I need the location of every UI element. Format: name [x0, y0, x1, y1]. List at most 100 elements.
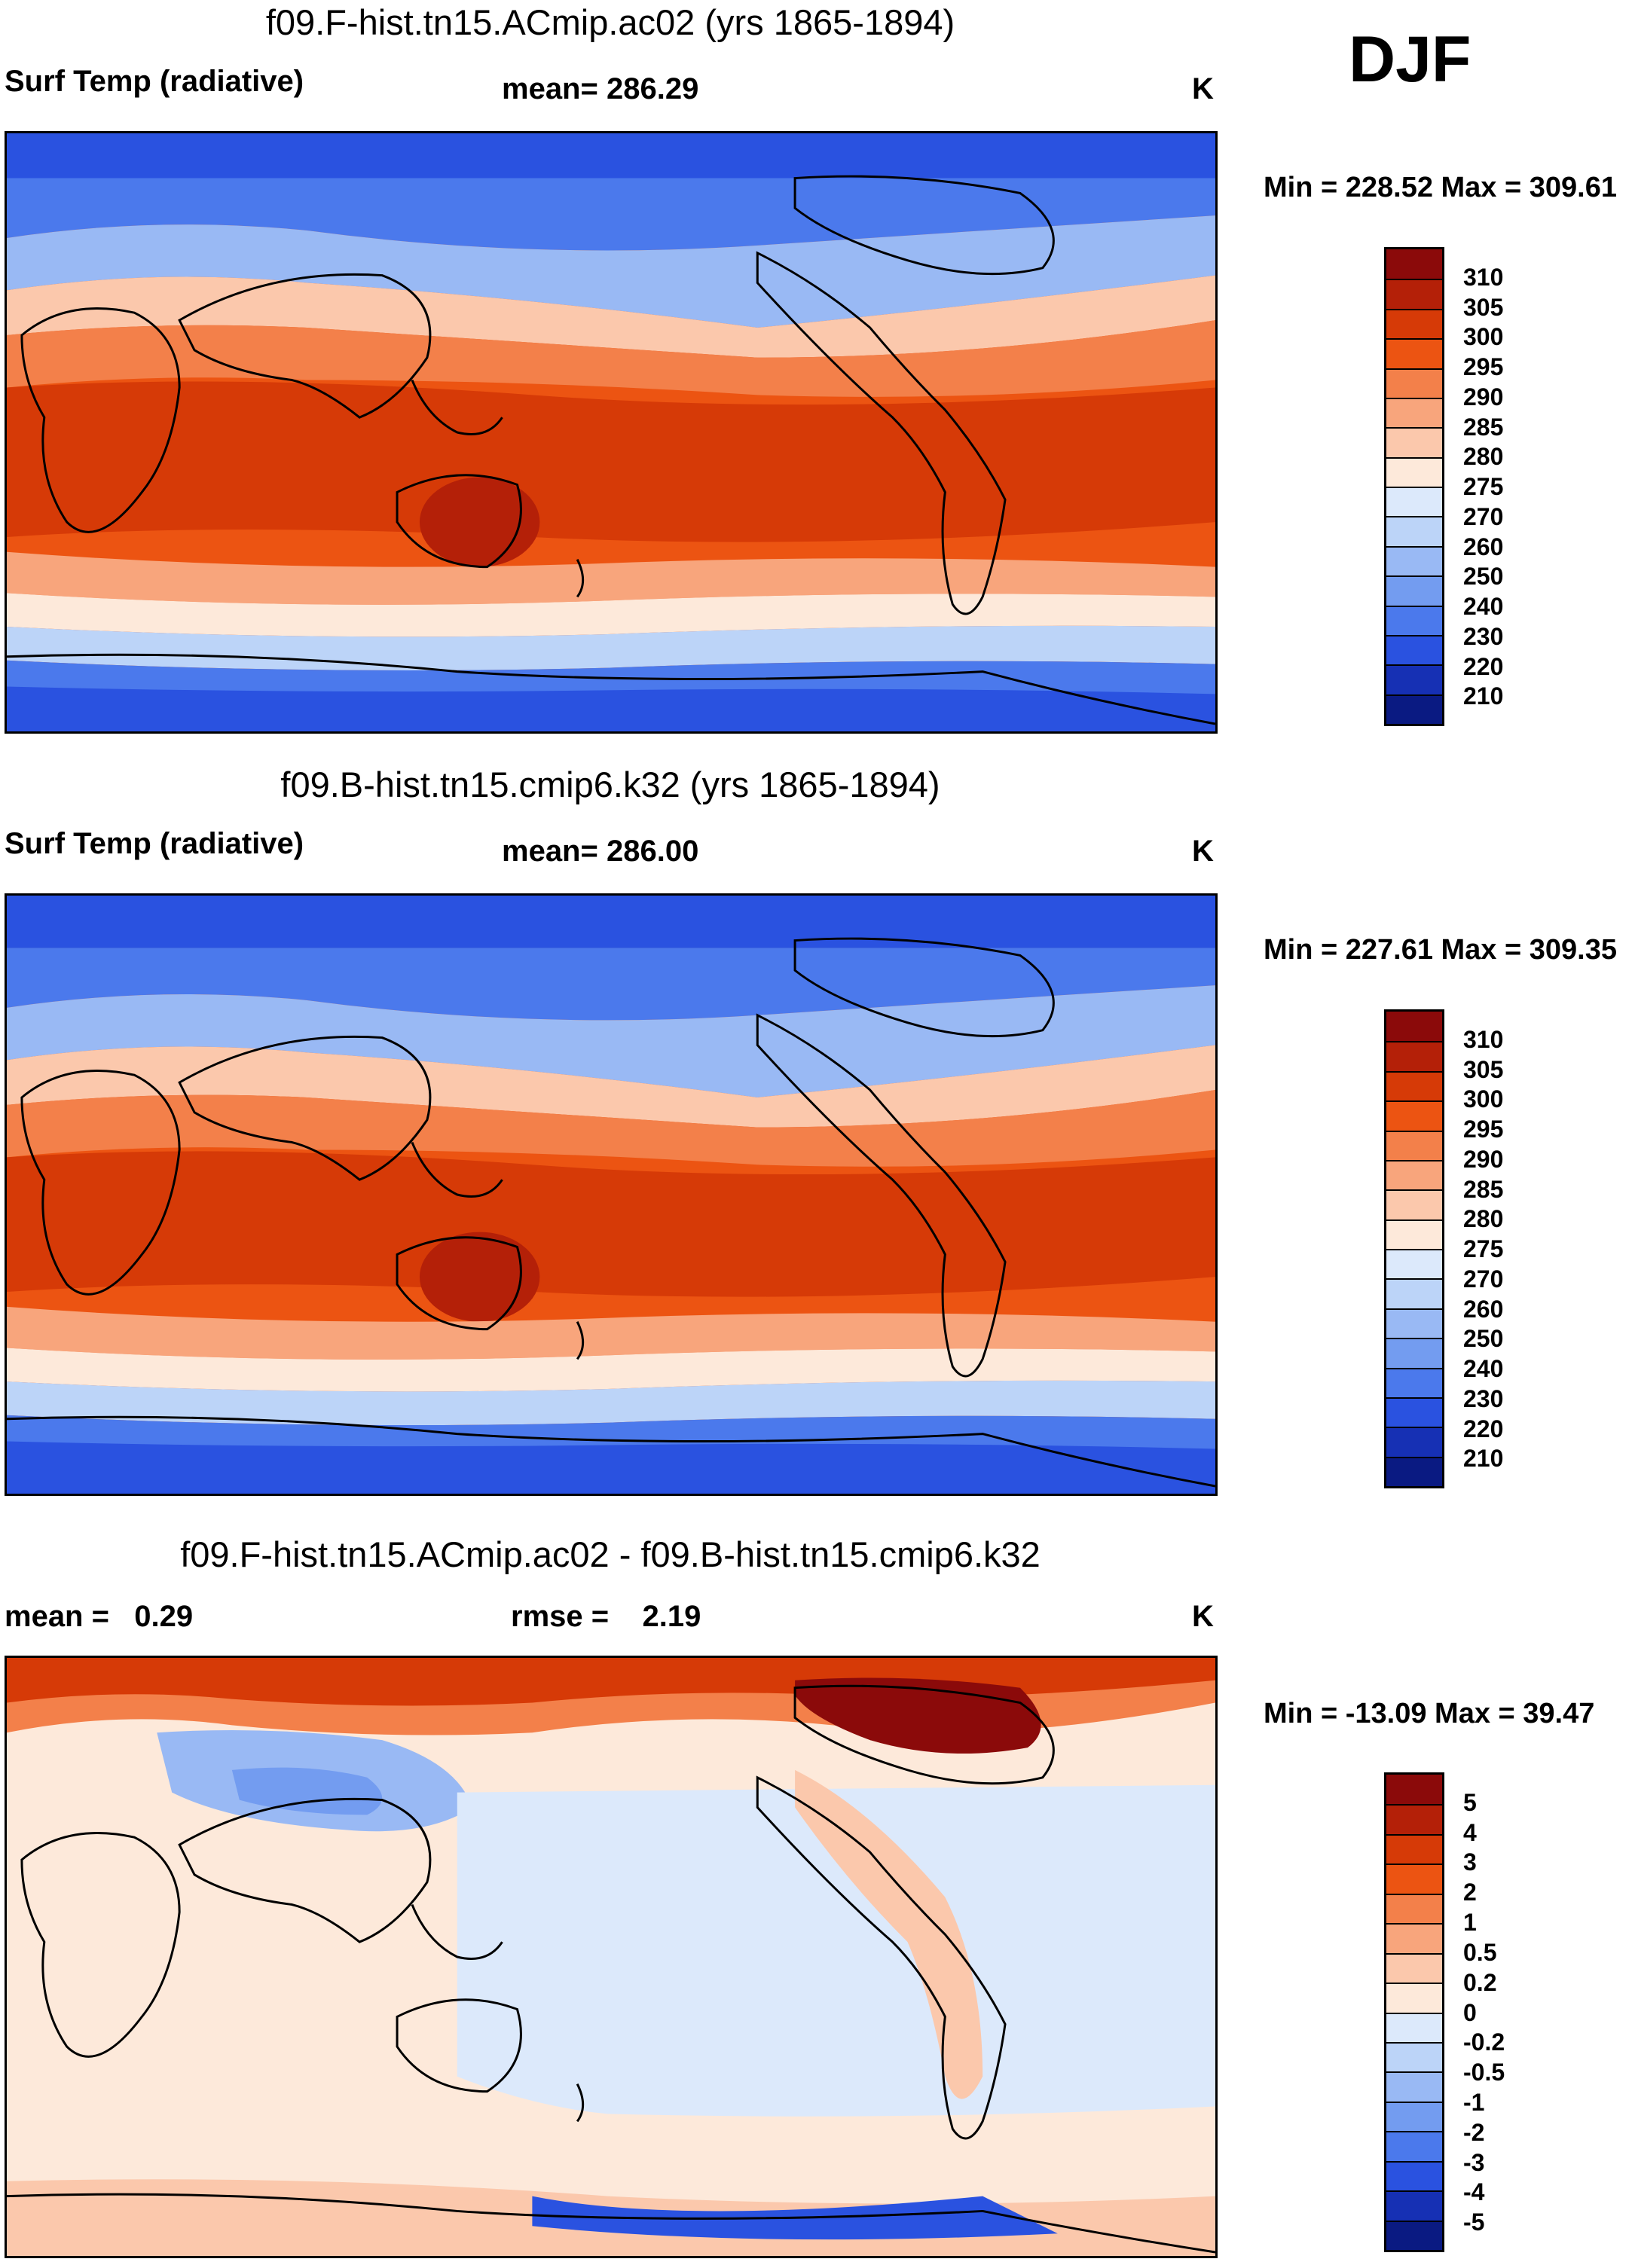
colorbar-swatch [1386, 1189, 1442, 1219]
colorbar-swatch [1386, 279, 1442, 309]
panel2-map-field [7, 896, 1215, 1494]
panel2-mean: mean= 286.00 [502, 835, 699, 868]
colorbar-swatch [1386, 2012, 1442, 2042]
colorbar-swatch [1386, 1893, 1442, 1924]
colorbar-swatch [1386, 1249, 1442, 1279]
panel2-colorbar [1384, 1009, 1444, 1488]
colorbar-tick-label: 250 [1463, 1325, 1504, 1353]
colorbar-swatch [1386, 427, 1442, 457]
colorbar-tick-label: 210 [1463, 1445, 1504, 1473]
colorbar-swatch [1386, 2160, 1442, 2191]
colorbar-tick-label: 260 [1463, 1295, 1504, 1323]
colorbar-tick-label: 270 [1463, 1265, 1504, 1293]
panel2-map [5, 893, 1218, 1496]
colorbar-tick-label: 310 [1463, 263, 1504, 291]
colorbar-tick-label: 290 [1463, 1145, 1504, 1173]
colorbar-swatch [1386, 456, 1442, 487]
panel1-mean: mean= 286.29 [502, 72, 699, 105]
colorbar-swatch [1386, 1864, 1442, 1894]
colorbar-swatch [1386, 1833, 1442, 1864]
colorbar-swatch [1386, 664, 1442, 694]
colorbar-tick-label: -0.5 [1463, 2059, 1505, 2086]
panel2-variable: Surf Temp (radiative) [5, 827, 304, 860]
panel2-minmax: Min = 227.61 Max = 309.35 [1264, 934, 1617, 966]
colorbar-swatch [1386, 338, 1442, 368]
colorbar-tick-label: 305 [1463, 293, 1504, 321]
colorbar-swatch [1386, 1041, 1442, 1071]
colorbar-tick-label: 4 [1463, 1818, 1477, 1846]
colorbar-swatch [1386, 2041, 1442, 2072]
colorbar-swatch [1386, 516, 1442, 546]
colorbar-swatch [1386, 1456, 1442, 1486]
panel3-colorbar [1384, 1772, 1444, 2252]
colorbar-swatch [1386, 1278, 1442, 1308]
colorbar-tick-label: 270 [1463, 502, 1504, 530]
colorbar-tick-label: -2 [1463, 2118, 1485, 2146]
panel2-title: f09.B-hist.tn15.cmip6.k32 (yrs 1865-1894… [280, 765, 940, 804]
colorbar-swatch [1386, 2131, 1442, 2161]
panel3-minmax: Min = -13.09 Max = 39.47 [1264, 1698, 1595, 1729]
colorbar-tick-label: 5 [1463, 1788, 1477, 1816]
colorbar-swatch [1386, 1367, 1442, 1397]
colorbar-tick-label: 275 [1463, 473, 1504, 500]
colorbar-tick-label: 210 [1463, 682, 1504, 710]
colorbar-swatch [1386, 1100, 1442, 1131]
colorbar-tick-label: -3 [1463, 2148, 1485, 2176]
colorbar-swatch [1386, 1397, 1442, 1427]
colorbar-tick-label: 275 [1463, 1235, 1504, 1262]
colorbar-tick-label: 300 [1463, 323, 1504, 351]
colorbar-tick-label: 2 [1463, 1879, 1477, 1906]
colorbar-swatch [1386, 545, 1442, 576]
panel3-mean: mean = 0.29 [5, 1600, 194, 1633]
colorbar-swatch [1386, 1070, 1442, 1101]
colorbar-swatch [1386, 1219, 1442, 1249]
colorbar-tick-label: 240 [1463, 593, 1504, 620]
colorbar-swatch [1386, 1775, 1442, 1805]
colorbar-swatch [1386, 1012, 1442, 1042]
colorbar-swatch [1386, 1159, 1442, 1190]
colorbar-tick-label: -0.2 [1463, 2028, 1505, 2056]
colorbar-tick-label: 3 [1463, 1848, 1477, 1876]
panel3-map [5, 1656, 1218, 2258]
panel3-units: K [1192, 1600, 1214, 1633]
colorbar-tick-label: 300 [1463, 1085, 1504, 1113]
panel1-map [5, 131, 1218, 734]
panel1-units: K [1192, 72, 1214, 105]
colorbar-tick-label: 290 [1463, 383, 1504, 411]
colorbar-swatch [1386, 1923, 1442, 1953]
colorbar-tick-label: 230 [1463, 1384, 1504, 1412]
panel1-title: f09.F-hist.tn15.ACmip.ac02 (yrs 1865-189… [265, 2, 955, 42]
colorbar-tick-label: 260 [1463, 533, 1504, 560]
season-label: DJF [1349, 23, 1472, 96]
panel1-map-field [7, 133, 1215, 731]
colorbar-tick-label: 0 [1463, 1998, 1477, 2026]
colorbar-tick-label: 220 [1463, 1415, 1504, 1442]
colorbar-tick-label: -1 [1463, 2088, 1485, 2116]
colorbar-swatch [1386, 368, 1442, 398]
colorbar-swatch [1386, 2220, 1442, 2250]
panel3-map-field [7, 1658, 1215, 2256]
colorbar-swatch [1386, 2190, 1442, 2221]
colorbar-swatch [1386, 487, 1442, 517]
colorbar-swatch [1386, 1308, 1442, 1339]
colorbar-swatch [1386, 1952, 1442, 1983]
colorbar-tick-label: 0.2 [1463, 1968, 1497, 1996]
colorbar-tick-label: 280 [1463, 443, 1504, 471]
colorbar-swatch [1386, 1130, 1442, 1160]
colorbar-swatch [1386, 1983, 1442, 2013]
colorbar-tick-label: 280 [1463, 1205, 1504, 1233]
colorbar-swatch [1386, 634, 1442, 665]
colorbar-swatch [1386, 1338, 1442, 1368]
colorbar-swatch [1386, 575, 1442, 606]
colorbar-tick-label: 240 [1463, 1355, 1504, 1382]
colorbar-tick-label: 310 [1463, 1025, 1504, 1053]
panel2-units: K [1192, 835, 1214, 868]
panel3-title: f09.F-hist.tn15.ACmip.ac02 - f09.B-hist.… [180, 1534, 1041, 1574]
colorbar-swatch [1386, 249, 1442, 279]
colorbar-swatch [1386, 2071, 1442, 2102]
colorbar-swatch [1386, 1804, 1442, 1834]
colorbar-tick-label: 285 [1463, 1175, 1504, 1203]
panel1-variable: Surf Temp (radiative) [5, 65, 304, 98]
colorbar-tick-label: 230 [1463, 622, 1504, 650]
colorbar-tick-label: 220 [1463, 652, 1504, 680]
